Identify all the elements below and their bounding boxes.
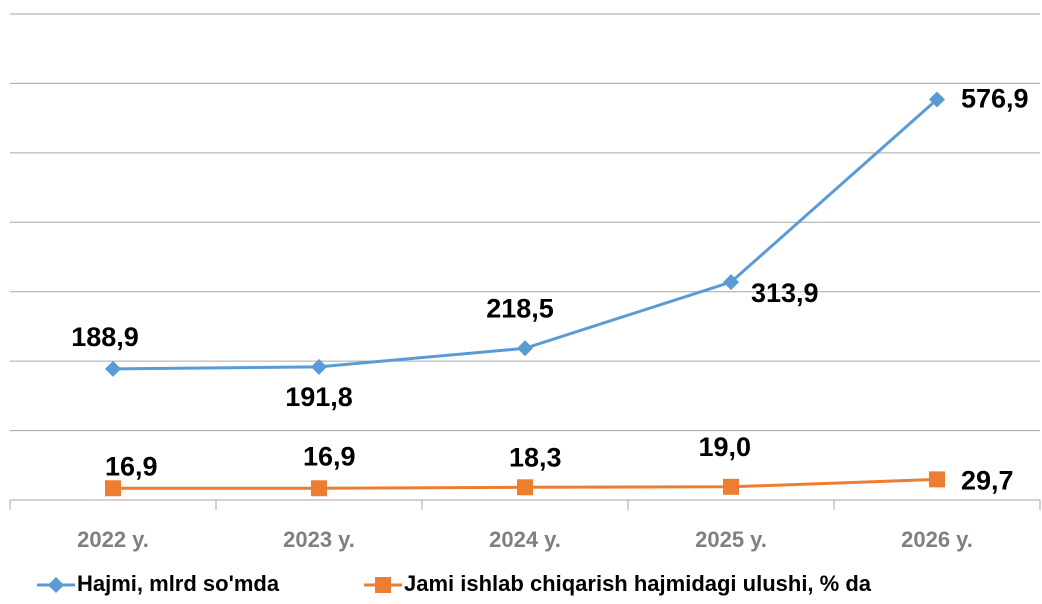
marker [517,340,533,357]
legend-label: Jami ishlab chiqarish hajmidagi ulushi, … [404,571,872,596]
marker [929,91,945,108]
marker [517,479,533,496]
marker [723,478,739,495]
data-label: 16,9 [303,441,356,471]
data-label: 188,9 [71,322,139,352]
data-label: 19,0 [698,432,751,462]
data-label: 313,9 [751,278,819,308]
x-tick-label: 2025 y. [695,527,767,552]
x-tick-label: 2024 y. [489,527,561,552]
data-label: 218,5 [486,293,554,323]
marker [375,577,391,593]
marker [48,577,64,593]
data-label: 191,8 [285,382,353,412]
data-label: 18,3 [509,442,562,472]
marker [929,471,945,488]
marker [311,358,327,375]
data-label: 16,9 [105,451,158,481]
marker [723,274,739,291]
x-tick-label: 2023 y. [283,527,355,552]
marker [105,360,121,377]
x-tick-label: 2022 y. [77,527,149,552]
marker [311,480,327,497]
data-label: 576,9 [961,84,1029,114]
marker [105,480,121,497]
legend-label: Hajmi, mlrd so'mda [77,571,280,596]
series-line [112,98,938,371]
x-tick-label: 2026 y. [901,527,973,552]
data-label: 29,7 [961,466,1014,496]
